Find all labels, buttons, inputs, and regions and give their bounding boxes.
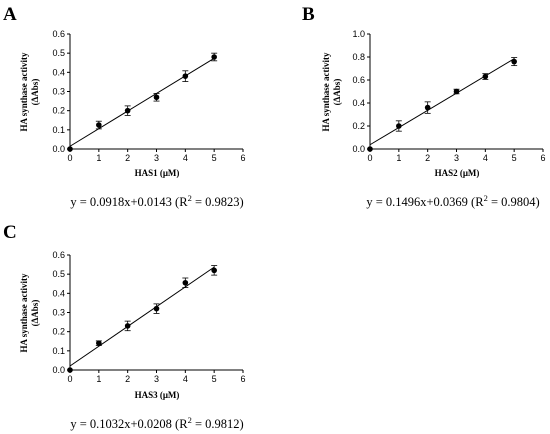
panel-c-x-tick-label: 3 [154, 374, 159, 384]
panel-a-data-point [124, 107, 131, 114]
panel-c-plot: 0 1 2 3 4 5 6 0.0 0.1 0.2 0.3 0.4 0.5 0.6 [52, 250, 245, 384]
panel-a-x-tick-label: 1 [96, 153, 101, 163]
panel-b-data-point [482, 73, 489, 80]
panel-a-plot: 0 1 2 3 4 5 6 0.0 0.1 0.2 0.3 0.4 0.5 0.6 [52, 29, 245, 163]
panel-a-x-tick-label: 6 [240, 153, 245, 163]
panel-a-data-point [153, 94, 160, 101]
panel-c-fit-line [69, 266, 215, 367]
panel-c-x-tick-label: 4 [183, 374, 188, 384]
panel-c-x-tick-label: 2 [125, 374, 130, 384]
panel-c-data-point [153, 305, 160, 312]
panel-b-x-tick-label: 1 [396, 153, 401, 163]
panel-c-y-tick-label: 0.0 [52, 365, 65, 375]
panel-a-y-axis-title-unit: (ΔAbs) [30, 79, 40, 106]
panel-b-x-tick-label: 3 [454, 153, 459, 163]
panel-a-data-point [67, 146, 73, 152]
panel-b-y-tick-label: 0.8 [352, 52, 365, 62]
panel-c-x-tick-label: 5 [212, 374, 217, 384]
panel-a-y-tick-label: 0.0 [52, 144, 65, 154]
panel-a-fit-line [69, 57, 215, 147]
panel-c-y-tick-label: 0.1 [52, 346, 65, 356]
panel-a-data-point [211, 54, 217, 60]
panel-b-y-axis-title-unit: (ΔAbs) [332, 79, 342, 106]
panel-b-y-tick-label: 0.0 [352, 144, 365, 154]
panel-c-x-axis-title: HAS3 (μM) [135, 390, 180, 400]
panel-b-x-tick-label: 2 [425, 153, 430, 163]
panel-c-data-point [182, 279, 189, 286]
panel-c-equation: y = 0.1032x+0.0208 (R2 = 0.9812) [70, 415, 243, 431]
panel-b-x-tick-label: 5 [512, 153, 517, 163]
panel-b-x-tick-label: 6 [540, 153, 545, 163]
panel-a-y-tick-label: 0.5 [52, 48, 65, 58]
panel-a-y-tick-label: 0.1 [52, 125, 65, 135]
panel-a-y-tick-label: 0.2 [52, 106, 65, 116]
panel-b-data-point [396, 123, 402, 129]
panel-a-letter: A [3, 4, 17, 25]
panel-a-y-tick-label: 0.3 [52, 87, 65, 97]
panel-b-y-tick-label: 0.6 [352, 75, 365, 85]
panel-a-data-point [182, 73, 189, 79]
panel-a-x-tick-label: 3 [154, 153, 159, 163]
panel-c-x-tick-label: 1 [96, 374, 101, 384]
panel-b-data-point [367, 146, 373, 152]
panel-b-x-tick-label: 0 [367, 153, 372, 163]
panel-a-equation: y = 0.0918x+0.0143 (R2 = 0.9823) [70, 193, 243, 209]
panel-a-y-tick-label: 0.4 [52, 67, 65, 77]
panel-c-x-tick-label: 6 [240, 374, 245, 384]
panel-c-letter: C [3, 222, 17, 243]
panel-b-y-tick-label: 1.0 [352, 29, 365, 39]
panel-c: C HA synthase activity (ΔAbs) 0 1 2 3 4 5 6 0.0… [3, 222, 246, 431]
panel-b-plot: 0 1 2 3 4 5 6 0.0 0.2 0.4 0.6 0.8 1.0 [352, 29, 545, 163]
panel-a-x-tick-label: 2 [125, 153, 130, 163]
panel-b-data-point [424, 104, 431, 111]
panel-b-data-point [453, 88, 460, 95]
panel-b-y-tick-label: 0.2 [352, 121, 365, 131]
panel-b-y-tick-label: 0.4 [352, 98, 365, 108]
panel-c-y-tick-label: 0.2 [52, 327, 65, 337]
panel-a-x-tick-label: 5 [212, 153, 217, 163]
panel-b-data-point [511, 58, 517, 65]
panel-c-y-tick-label: 0.5 [52, 269, 65, 279]
panel-c-y-tick-label: 0.6 [52, 250, 65, 260]
panel-b-y-axis-title: HA synthase activity [321, 52, 331, 132]
panel-c-y-tick-label: 0.3 [52, 308, 65, 318]
panel-c-x-tick-label: 0 [67, 374, 72, 384]
panel-a-x-axis-title: HAS1 (μM) [135, 168, 180, 178]
panel-b-equation: y = 0.1496x+0.0369 (R2 = 0.9804) [366, 193, 539, 209]
panel-b-fit-line [369, 58, 515, 146]
panel-b-x-tick-label: 4 [483, 153, 488, 163]
panel-c-data-point [96, 340, 102, 346]
panel-c-data-point [211, 267, 217, 274]
panel-c-y-tick-label: 0.4 [52, 288, 65, 298]
panel-b-letter: B [302, 4, 315, 25]
panel-a-y-axis-title: HA synthase activity [19, 52, 29, 132]
panel-a-x-tick-label: 0 [67, 153, 72, 163]
panel-c-data-point [124, 323, 131, 329]
panel-b: B HA synthase activity (ΔAbs) 0 1 2 3 4 5 6 0.0… [302, 4, 546, 209]
panel-a-data-point [96, 122, 102, 128]
panel-c-data-point [67, 367, 73, 373]
panel-b-x-axis-title: HAS2 (μM) [435, 168, 480, 178]
panel-a-y-tick-label: 0.6 [52, 29, 65, 39]
panel-a-x-tick-label: 4 [183, 153, 188, 163]
panel-a: A HA synthase activity (ΔAbs) 0 1 2 3 4 5 6 0.0… [3, 4, 246, 209]
panel-c-y-axis-title-unit: (ΔAbs) [30, 300, 40, 327]
panel-c-y-axis-title: HA synthase activity [19, 273, 29, 353]
